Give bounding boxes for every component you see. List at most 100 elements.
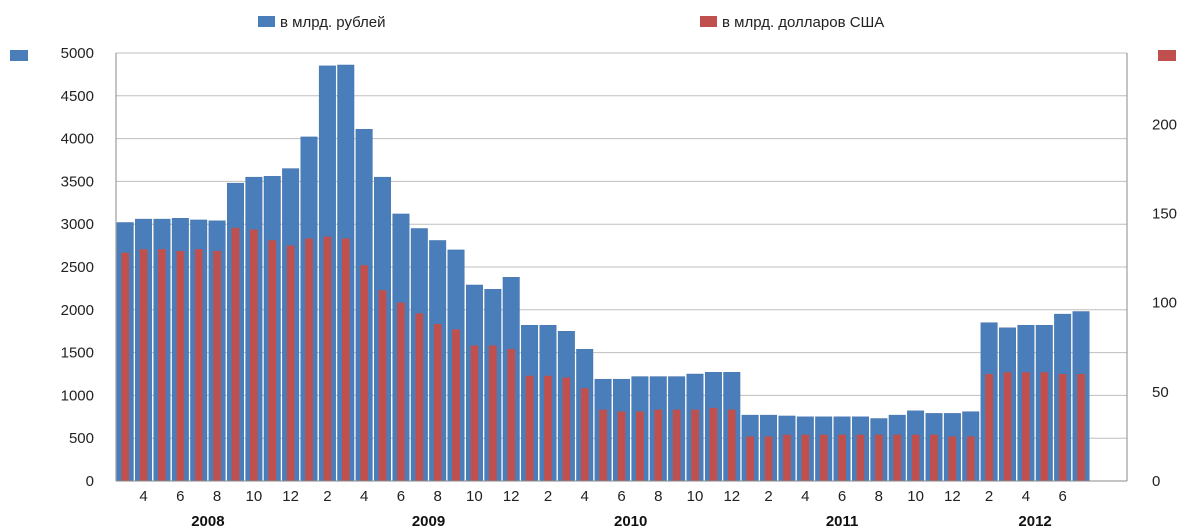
bar-usd	[470, 345, 479, 481]
y-left-tick-label: 3500	[61, 173, 94, 190]
bar-usd	[378, 290, 387, 481]
x-tick-label: 2	[764, 488, 772, 505]
x-tick-label: 6	[397, 488, 405, 505]
x-axis-month-labels: 4 6 8 10 12 2 4 6 8 10 12 2 4 6 8 10 12 2 4 6 8 10 12 2 4 6	[139, 488, 1066, 505]
bar-usd	[874, 434, 883, 481]
y-right-tick-label: 0	[1152, 473, 1160, 490]
y-left-tick-label: 0	[86, 473, 94, 490]
year-label: 2010	[614, 513, 647, 530]
y-left-tick-label: 4500	[61, 88, 94, 105]
bar-usd	[525, 375, 534, 481]
x-tick-label: 12	[503, 488, 520, 505]
y-right-tick-label: 150	[1152, 206, 1177, 223]
y-axis-left-labels: 0 500 1000 1500 2000 2500 3000 3500 4000 4500 5000	[61, 45, 94, 490]
bar-usd	[250, 229, 258, 481]
y-left-tick-label: 500	[69, 430, 94, 447]
bar-usd	[966, 436, 975, 481]
y-left-tick-label: 4000	[61, 131, 94, 148]
bar-usd	[1040, 372, 1049, 481]
bar-usd	[305, 238, 313, 481]
bar-usd	[727, 409, 736, 481]
legend-rub-swatch	[258, 16, 275, 27]
bar-usd	[617, 411, 626, 481]
right-axis-series-marker	[1158, 50, 1176, 61]
x-tick-label: 2	[985, 488, 993, 505]
x-tick-label: 10	[687, 488, 704, 505]
legend-usd-swatch	[700, 16, 717, 27]
bar-usd	[838, 434, 846, 481]
x-tick-label: 6	[838, 488, 846, 505]
y-left-tick-label: 3000	[61, 216, 94, 233]
bar-usd	[856, 434, 865, 481]
x-tick-label: 8	[654, 488, 662, 505]
x-tick-label: 4	[581, 488, 589, 505]
x-tick-label: 6	[617, 488, 625, 505]
bar-usd	[213, 250, 221, 481]
year-label: 2012	[1018, 513, 1051, 530]
bar-usd	[286, 245, 295, 481]
bar-usd	[1022, 372, 1030, 481]
bar-usd	[415, 313, 424, 481]
x-tick-label: 10	[466, 488, 483, 505]
y-right-tick-label: 100	[1152, 295, 1177, 312]
bar-usd	[397, 302, 405, 481]
y-left-tick-label: 1500	[61, 345, 94, 362]
bar-usd	[433, 324, 442, 481]
bar-usd	[930, 434, 938, 481]
y-axis-right-labels: 0 50 100 150 200	[1152, 116, 1177, 490]
bar-usd	[819, 434, 828, 481]
x-axis-year-labels: 2008 2009 2010 2011 2012	[191, 513, 1052, 530]
bar-usd	[580, 388, 589, 481]
x-tick-label: 10	[246, 488, 263, 505]
legend-usd-label: в млрд. долларов США	[722, 14, 884, 31]
legend: в млрд. рублей в млрд. долларов США	[10, 14, 1176, 61]
bar-usd	[672, 409, 681, 481]
x-tick-label: 6	[176, 488, 184, 505]
x-tick-label: 10	[907, 488, 924, 505]
axes	[115, 53, 1128, 482]
legend-rub-label: в млрд. рублей	[280, 14, 386, 31]
y-left-tick-label: 2500	[61, 259, 94, 276]
y-right-tick-label: 50	[1152, 384, 1169, 401]
x-tick-label: 4	[360, 488, 368, 505]
year-label: 2011	[826, 513, 859, 530]
bar-usd	[360, 265, 369, 481]
x-tick-label: 8	[875, 488, 883, 505]
bar-usd	[488, 345, 497, 481]
x-tick-label: 8	[213, 488, 221, 505]
x-tick-label: 2	[323, 488, 331, 505]
left-axis-series-marker	[10, 50, 28, 61]
bar-usd	[801, 434, 810, 481]
bar-usd	[636, 411, 644, 481]
x-tick-label: 12	[723, 488, 740, 505]
bar-usd	[121, 252, 130, 481]
y-left-tick-label: 1000	[61, 387, 94, 404]
bar-usd	[1058, 374, 1067, 481]
series-usd-bars	[121, 227, 1085, 481]
bar-usd	[1077, 374, 1085, 481]
bar-usd	[341, 238, 350, 481]
bar-usd	[562, 377, 571, 481]
bar-usd	[654, 409, 663, 481]
year-label: 2009	[412, 513, 445, 530]
bar-usd	[268, 240, 277, 481]
x-tick-label: 6	[1059, 488, 1067, 505]
bar-usd	[139, 249, 148, 481]
y-left-tick-label: 5000	[61, 45, 94, 62]
x-tick-label: 8	[434, 488, 442, 505]
x-tick-label: 4	[801, 488, 809, 505]
bar-usd	[948, 436, 957, 481]
x-tick-label: 12	[282, 488, 299, 505]
bar-usd	[709, 407, 718, 481]
bar-usd	[1003, 372, 1012, 481]
bar-usd	[746, 436, 755, 481]
x-tick-label: 4	[139, 488, 147, 505]
y-left-tick-label: 2000	[61, 302, 94, 319]
bar-usd	[783, 434, 791, 481]
x-tick-label: 2	[544, 488, 552, 505]
bar-usd	[985, 374, 993, 481]
bar-usd	[893, 434, 902, 481]
x-tick-label: 4	[1022, 488, 1030, 505]
x-tick-label: 12	[944, 488, 961, 505]
